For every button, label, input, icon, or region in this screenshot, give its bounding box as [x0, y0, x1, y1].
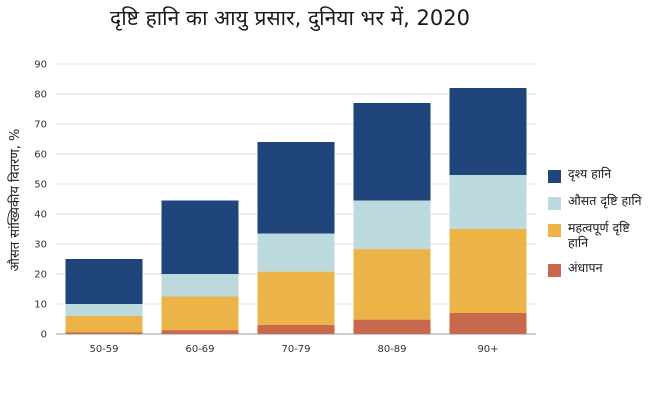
y-tick-label-10: 10 [34, 300, 47, 311]
x-tick-label-50-59: 50-59 [89, 344, 118, 355]
legend-label-moderate-loss: औसत दृष्टि हानि [568, 193, 642, 208]
bar-70-79-series-3 [257, 142, 335, 234]
bar-70-79-series-1 [257, 271, 335, 325]
bar-60-69-series-2 [161, 274, 239, 297]
bar-90+-series-3 [449, 88, 527, 175]
y-axis-label: औसत सांख्यिकीय वितरण, % [7, 129, 23, 272]
legend: दृश्य हानि औसत दृष्टि हानि महत्वपूर्ण दृ… [548, 166, 650, 287]
bar-90+-series-2 [449, 175, 527, 229]
bar-60-69-series-0 [161, 330, 239, 334]
legend-swatch-visual-loss [548, 170, 561, 183]
bar-70-79-series-2 [257, 233, 335, 272]
bar-80-89-series-3 [353, 103, 431, 201]
y-tick-label-90: 90 [34, 60, 47, 71]
bar-90+-series-1 [449, 229, 527, 313]
y-tick-label-80: 80 [34, 90, 47, 101]
bar-60-69-series-3 [161, 200, 239, 274]
y-tick-label-0: 0 [41, 330, 47, 341]
y-tick-label-60: 60 [34, 150, 47, 161]
y-tick-label-70: 70 [34, 120, 47, 131]
legend-label-severe-loss: महत्वपूर्ण दृष्टि हानि [568, 220, 630, 250]
bar-70-79-series-0 [257, 325, 335, 334]
chart-title: दृष्टि हानि का आयु प्रसार, दुनिया भर में… [110, 6, 470, 30]
bar-50-59-series-1 [65, 316, 143, 333]
legend-item-blindness: अंधापन [548, 260, 650, 277]
x-tick-label-80-89: 80-89 [377, 344, 406, 355]
bar-90+-series-0 [449, 313, 527, 334]
bar-80-89-series-1 [353, 249, 431, 320]
legend-label-blindness: अंधापन [568, 260, 603, 275]
legend-item-moderate-loss: औसत दृष्टि हानि [548, 193, 650, 210]
bar-80-89-series-0 [353, 319, 431, 334]
bar-60-69-series-1 [161, 296, 239, 331]
x-tick-label-90+: 90+ [477, 344, 498, 355]
bar-50-59-series-2 [65, 304, 143, 316]
legend-item-visual-loss: दृश्य हानि [548, 166, 650, 183]
y-tick-label-20: 20 [34, 270, 47, 281]
legend-swatch-blindness [548, 264, 561, 277]
x-tick-label-70-79: 70-79 [281, 344, 310, 355]
y-tick-label-30: 30 [34, 240, 47, 251]
bar-50-59-series-0 [65, 332, 143, 334]
x-tick-label-60-69: 60-69 [185, 344, 214, 355]
legend-swatch-moderate-loss [548, 197, 561, 210]
bar-80-89-series-2 [353, 200, 431, 250]
bars [65, 88, 527, 334]
legend-label-visual-loss: दृश्य हानि [568, 166, 612, 181]
y-tick-label-50: 50 [34, 180, 47, 191]
axis: 0 10 20 30 40 50 60 70 80 90 50-59 60-69 70-79 80-89 9… [34, 60, 498, 356]
legend-item-severe-loss: महत्वपूर्ण दृष्टि हानि [548, 220, 650, 250]
legend-swatch-severe-loss [548, 224, 561, 237]
bar-50-59-series-3 [65, 259, 143, 304]
y-tick-label-40: 40 [34, 210, 47, 221]
